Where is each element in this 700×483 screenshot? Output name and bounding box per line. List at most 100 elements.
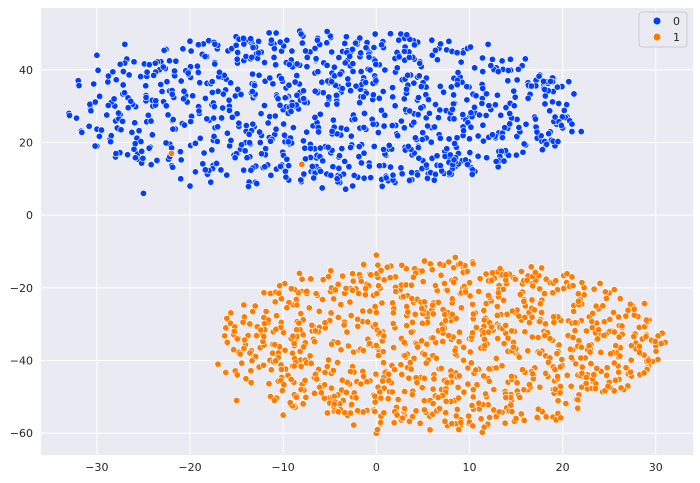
series-1-point	[286, 399, 294, 407]
series-1-point	[373, 426, 381, 434]
series-0-point	[393, 64, 401, 72]
series-0-point	[177, 156, 185, 164]
series-0-point	[151, 59, 159, 67]
series-0-point	[379, 87, 387, 95]
series-0-point	[450, 115, 458, 123]
series-1-point	[349, 286, 357, 294]
series-1-point	[407, 281, 415, 289]
series-0-point	[531, 115, 539, 123]
series-1-point	[528, 296, 536, 304]
series-1-point	[475, 287, 483, 295]
series-0-point	[538, 146, 546, 154]
series-1-point	[507, 401, 515, 409]
series-1-point	[512, 415, 520, 423]
series-1-point	[240, 301, 248, 309]
series-1-point	[380, 359, 388, 367]
series-0-point	[297, 30, 305, 38]
series-1-point	[423, 340, 431, 348]
series-0-point	[249, 44, 257, 52]
series-0-point	[491, 101, 499, 109]
series-1-point	[352, 394, 360, 402]
series-0-point	[85, 122, 93, 130]
series-1-point	[360, 260, 368, 268]
series-1-point	[257, 326, 265, 334]
series-1-point	[292, 393, 300, 401]
series-1-point	[622, 364, 630, 372]
series-1-point	[567, 382, 575, 390]
series-1-point	[406, 359, 414, 367]
series-0-point	[431, 123, 439, 131]
series-0-point	[408, 169, 416, 177]
series-1-point	[612, 342, 620, 350]
series-1-point	[439, 337, 447, 345]
series-1-point	[469, 310, 477, 318]
series-0-point	[323, 100, 331, 108]
series-0-point	[488, 131, 496, 139]
series-1-point	[521, 328, 529, 336]
series-1-point	[574, 396, 582, 404]
series-1-point	[451, 253, 459, 261]
series-1-point	[377, 394, 385, 402]
series-0-point	[104, 78, 112, 86]
series-1-point	[307, 275, 315, 283]
series-1-point	[271, 298, 279, 306]
series-1-point	[485, 328, 493, 336]
series-0-point	[370, 142, 378, 150]
series-0-point	[131, 154, 139, 162]
series-1-point	[551, 385, 559, 393]
series-1-point	[167, 149, 175, 157]
series-1-point	[302, 393, 310, 401]
series-0-point	[239, 34, 247, 42]
series-1-point	[260, 333, 268, 341]
series-1-point	[290, 362, 298, 370]
series-0-point	[365, 162, 373, 170]
series-0-point	[318, 78, 326, 86]
series-0-point	[360, 149, 368, 157]
series-0-point	[180, 87, 188, 95]
series-0-point	[117, 126, 125, 134]
series-0-point	[237, 90, 245, 98]
series-0-point	[330, 63, 338, 71]
series-0-point	[152, 97, 160, 105]
series-0-point	[260, 102, 268, 110]
series-1-point	[501, 419, 509, 427]
series-1-point	[627, 356, 635, 364]
series-0-point	[553, 83, 561, 91]
series-0-point	[159, 63, 167, 71]
series-0-point	[93, 51, 101, 59]
series-0-point	[310, 174, 318, 182]
series-0-point	[119, 68, 127, 76]
legend: 0 1	[638, 11, 688, 48]
series-1-point	[295, 319, 303, 327]
series-0-point	[270, 45, 278, 53]
series-1-point	[344, 342, 352, 350]
series-0-point	[194, 41, 202, 49]
series-0-point	[147, 161, 155, 169]
series-0-point	[201, 94, 209, 102]
x-tick-label: 0	[373, 461, 380, 474]
series-1-point	[355, 289, 363, 297]
series-1-point	[327, 384, 335, 392]
series-0-point	[227, 79, 235, 87]
series-0-point	[350, 171, 358, 179]
legend-marker-1	[652, 32, 662, 42]
series-0-point	[177, 77, 185, 85]
series-1-point	[334, 313, 342, 321]
series-0-point	[323, 61, 331, 69]
series-0-point	[312, 55, 320, 63]
series-0-point	[428, 36, 436, 44]
series-1-point	[372, 370, 380, 378]
series-1-point	[339, 272, 347, 280]
series-1-point	[595, 326, 603, 334]
y-tick-label: 40	[19, 64, 33, 77]
series-1-point	[271, 341, 279, 349]
series-1-point	[409, 413, 417, 421]
series-0-point	[472, 92, 480, 100]
series-0-point	[418, 135, 426, 143]
series-1-point	[534, 405, 542, 413]
series-0-point	[416, 59, 424, 67]
series-1-point	[465, 412, 473, 420]
series-1-point	[240, 344, 248, 352]
series-1-point	[399, 414, 407, 422]
series-1-point	[599, 302, 607, 310]
